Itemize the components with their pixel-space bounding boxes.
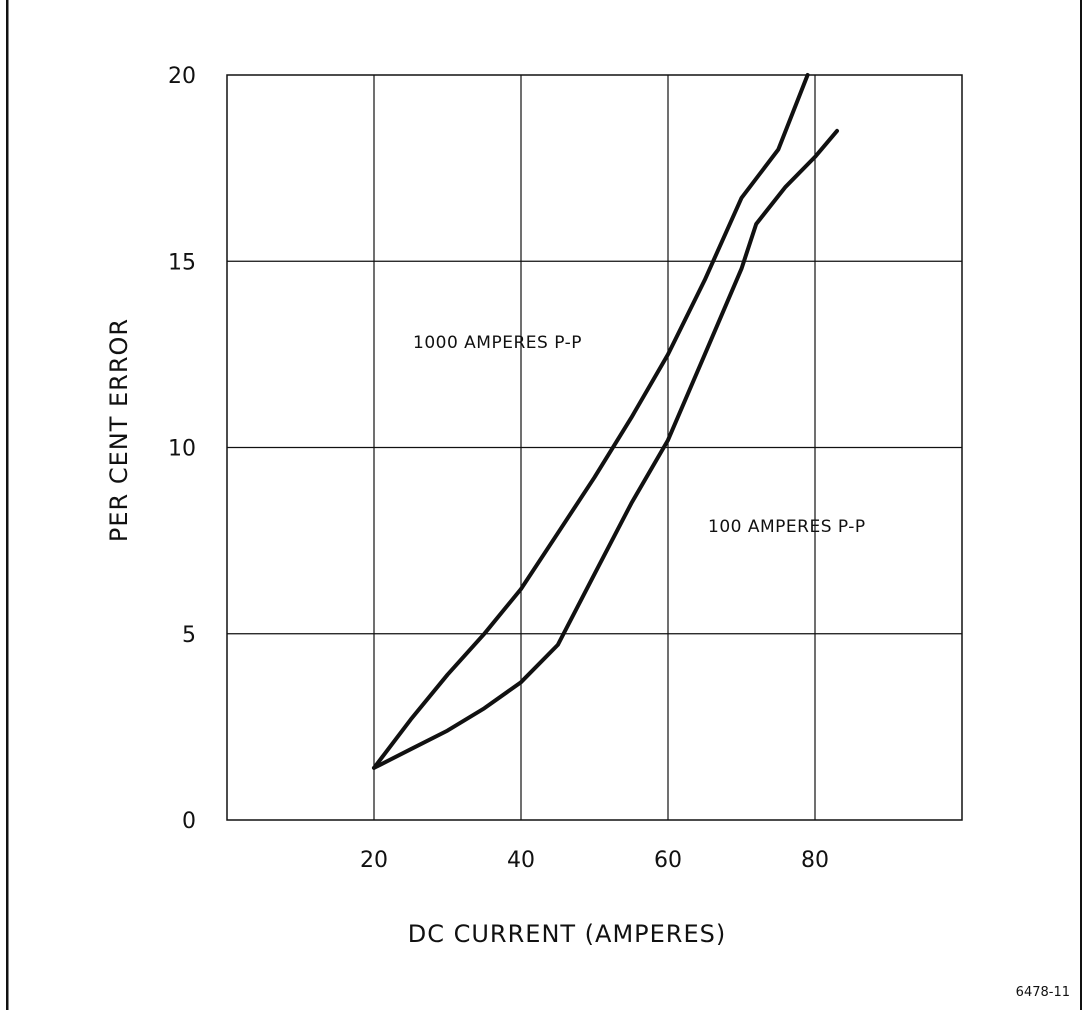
grid xyxy=(227,75,962,820)
x-axis-ticks: 20 40 60 80 xyxy=(360,848,829,873)
series-label-100-amperes: 100 AMPERES P-P xyxy=(708,517,866,537)
figure-border xyxy=(6,0,1082,1010)
series-line-1000-amperes xyxy=(372,73,810,770)
y-axis-ticks: 0 5 10 15 20 xyxy=(168,64,196,834)
y-axis-label: PER CENT ERROR xyxy=(105,318,133,542)
x-tick-label-20: 20 xyxy=(360,848,388,873)
x-tick-label-40: 40 xyxy=(507,848,535,873)
y-tick-label-10: 10 xyxy=(168,437,196,462)
y-tick-label-15: 15 xyxy=(168,250,196,275)
figure-border-left xyxy=(6,0,9,1010)
series-line-100-amperes xyxy=(372,128,839,770)
y-tick-label-5: 5 xyxy=(182,623,196,648)
series-label-1000-amperes: 1000 AMPERES P-P xyxy=(413,333,582,353)
y-tick-label-20: 20 xyxy=(168,64,196,89)
series-lines xyxy=(372,73,839,770)
figure-number: 6478-11 xyxy=(1016,985,1070,1000)
x-tick-label-60: 60 xyxy=(654,848,682,873)
x-axis-label: DC CURRENT (AMPERES) xyxy=(408,920,727,948)
y-tick-label-0: 0 xyxy=(182,809,196,834)
x-tick-label-80: 80 xyxy=(801,848,829,873)
